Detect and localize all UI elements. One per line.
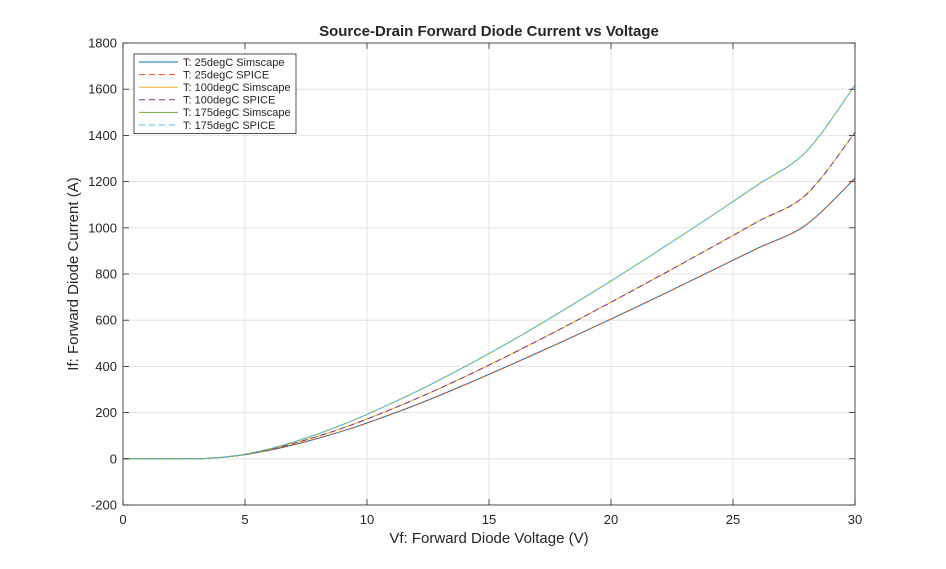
y-axis-label: If: Forward Diode Current (A)	[65, 177, 82, 370]
y-tick-label: -200	[91, 498, 117, 513]
y-tick-label: 1200	[88, 174, 117, 189]
x-tick-label: 5	[241, 512, 248, 527]
y-tick-label: 1000	[88, 220, 117, 235]
x-tick-label: 25	[726, 512, 740, 527]
x-tick-label: 0	[119, 512, 126, 527]
legend-label-4: T: 175degC Simscape	[183, 107, 291, 119]
x-tick-label: 20	[604, 512, 618, 527]
chart-title: Source-Drain Forward Diode Current vs Vo…	[319, 23, 659, 40]
y-tick-label: 1800	[88, 36, 117, 51]
y-tick-label: 1400	[88, 128, 117, 143]
y-tick-label: 600	[95, 313, 117, 328]
x-tick-label: 15	[482, 512, 496, 527]
legend-label-3: T: 100degC SPICE	[183, 95, 275, 107]
series-line-5	[123, 84, 856, 460]
legend-box	[133, 53, 297, 134]
x-axis-label: Vf: Forward Diode Voltage (V)	[389, 530, 588, 547]
axis-ticks: 0 5 10 15 20 25 30-200020040060080010001200140…	[88, 36, 862, 528]
x-tick-label: 10	[360, 512, 374, 527]
legend-label-2: T: 100degC Simscape	[183, 82, 291, 94]
y-tick-label: 1600	[88, 82, 117, 97]
x-tick-label: 30	[848, 512, 862, 527]
series-lines	[123, 84, 856, 460]
y-tick-label: 200	[95, 405, 117, 420]
y-tick-label: 0	[110, 451, 117, 466]
legend-label-1: T: 25degC SPICE	[183, 69, 269, 81]
legend-label-5: T: 175degC SPICE	[183, 120, 275, 132]
y-tick-label: 800	[95, 267, 117, 282]
legend-label-0: T: 25degC Simscape	[183, 57, 285, 69]
y-tick-label: 400	[95, 359, 117, 374]
